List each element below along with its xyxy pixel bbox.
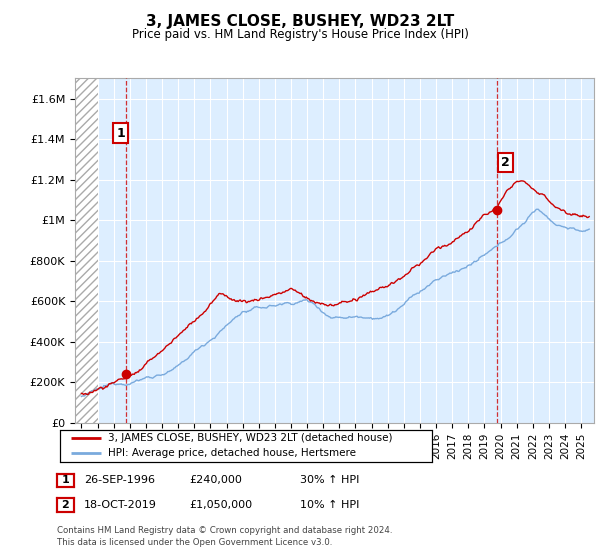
Text: 2: 2 — [62, 500, 69, 510]
Text: 1: 1 — [62, 475, 69, 486]
Text: Contains HM Land Registry data © Crown copyright and database right 2024.
This d: Contains HM Land Registry data © Crown c… — [57, 526, 392, 547]
Text: 3, JAMES CLOSE, BUSHEY, WD23 2LT: 3, JAMES CLOSE, BUSHEY, WD23 2LT — [146, 14, 454, 29]
Text: £240,000: £240,000 — [189, 475, 242, 486]
Text: £1,050,000: £1,050,000 — [189, 500, 252, 510]
Text: 18-OCT-2019: 18-OCT-2019 — [84, 500, 157, 510]
Text: 26-SEP-1996: 26-SEP-1996 — [84, 475, 155, 486]
Text: 3, JAMES CLOSE, BUSHEY, WD23 2LT (detached house): 3, JAMES CLOSE, BUSHEY, WD23 2LT (detach… — [109, 433, 393, 444]
Text: HPI: Average price, detached house, Hertsmere: HPI: Average price, detached house, Hert… — [109, 448, 356, 458]
Bar — [75, 78, 98, 423]
Text: 1: 1 — [116, 127, 125, 139]
Text: 2: 2 — [501, 156, 509, 169]
Text: 10% ↑ HPI: 10% ↑ HPI — [300, 500, 359, 510]
Text: 30% ↑ HPI: 30% ↑ HPI — [300, 475, 359, 486]
Text: Price paid vs. HM Land Registry's House Price Index (HPI): Price paid vs. HM Land Registry's House … — [131, 28, 469, 41]
